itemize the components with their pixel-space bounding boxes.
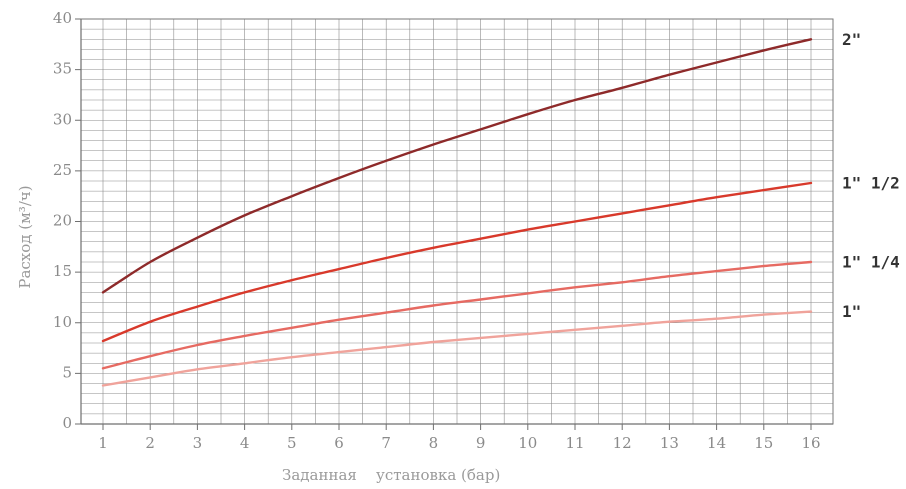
series-label: 2" [842, 30, 861, 49]
series-line [101, 181, 813, 343]
series-line [101, 38, 813, 294]
y-axis-title: Расход (м³/ч) [16, 185, 34, 288]
y-tick-label: 25 [53, 161, 72, 179]
y-tick-label: 40 [53, 9, 72, 27]
x-tick-label: 8 [429, 434, 439, 452]
x-tick-label: 1 [98, 434, 108, 452]
series-label: 1" [842, 302, 861, 321]
x-axis-title-part2: установка (бар) [376, 466, 500, 484]
x-tick-label: 13 [660, 434, 679, 452]
x-tick-label: 15 [754, 434, 773, 452]
axes [75, 18, 833, 430]
series-labels: 2" 1" 1/2 1" 1/4 1" [842, 30, 900, 321]
x-tick-label: 3 [193, 434, 203, 452]
series-lines [101, 38, 813, 387]
x-tick-label: 16 [801, 434, 820, 452]
x-tick-label: 5 [287, 434, 297, 452]
y-tick-label: 10 [53, 313, 72, 331]
y-tick-label: 5 [62, 363, 72, 381]
y-tick-label: 30 [53, 110, 72, 128]
series-line [101, 260, 813, 370]
x-tick-label: 14 [707, 434, 726, 452]
x-tick-label: 2 [145, 434, 155, 452]
y-tick-label: 20 [53, 212, 72, 230]
y-tick-label: 0 [62, 414, 72, 432]
series-label: 1" 1/4 [842, 253, 900, 272]
series-label: 1" 1/2 [842, 174, 900, 193]
x-tick-label: 10 [518, 434, 537, 452]
x-tick-label: 12 [613, 434, 632, 452]
x-tick-label: 11 [565, 434, 584, 452]
x-tick-label: 7 [381, 434, 391, 452]
x-tick-label: 9 [476, 434, 486, 452]
x-tick-label: 4 [240, 434, 250, 452]
x-tick-label: 6 [334, 434, 344, 452]
x-axis-title-part1: Заданная [282, 466, 357, 484]
grid [80, 18, 834, 425]
y-tick-label: 35 [53, 60, 72, 78]
y-tick-label: 15 [53, 262, 72, 280]
series-line [101, 310, 813, 387]
